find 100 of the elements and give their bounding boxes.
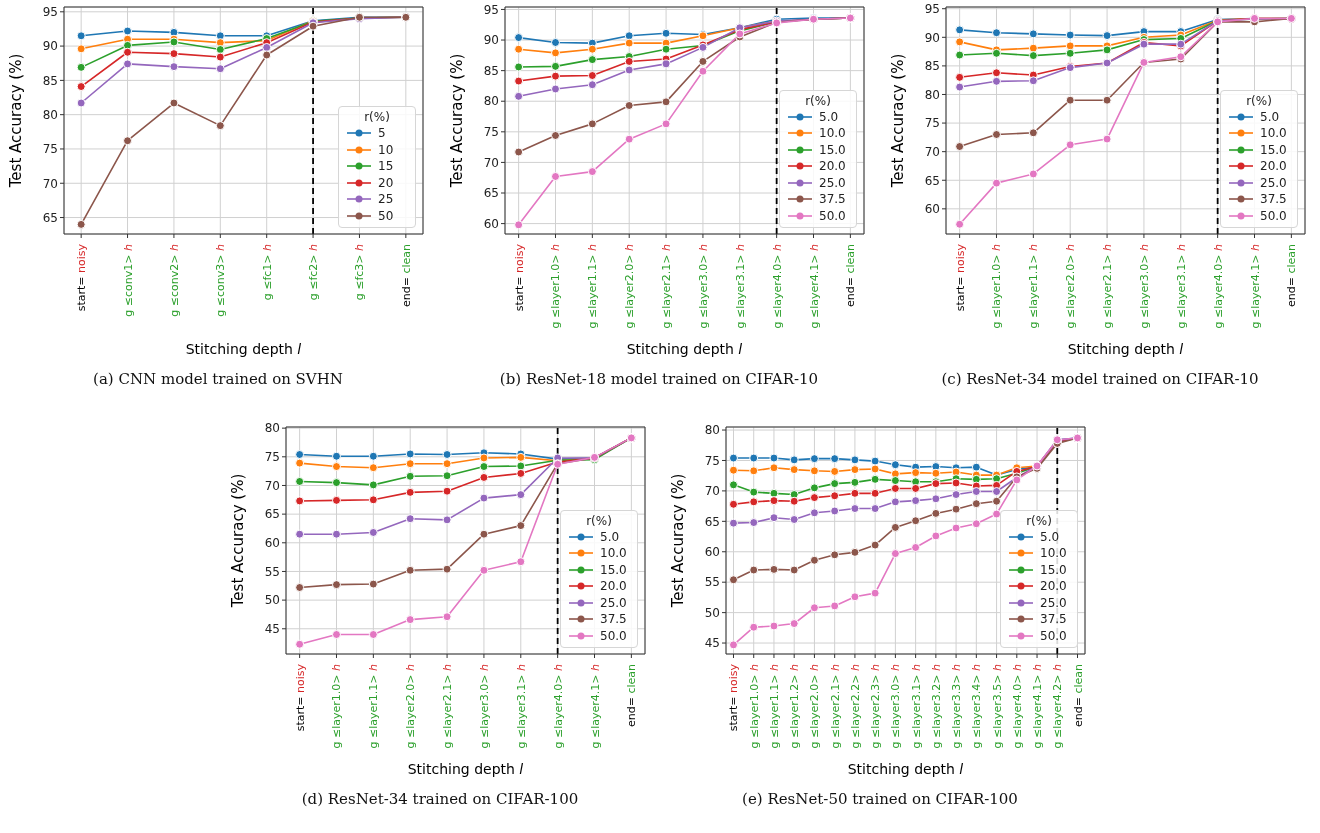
x-tick-label: g ≤fc3> h — [352, 243, 366, 301]
legend-label: 37.5 — [1040, 612, 1068, 627]
x-tick-label: g ≤layer3.5> h — [990, 663, 1004, 749]
y-tick-label: 85 — [924, 59, 940, 74]
x-tick-label: g ≤layer1.0> h — [990, 243, 1003, 329]
y-tick-label: 55 — [264, 564, 280, 579]
legend-label: 20 — [378, 175, 395, 190]
y-tick-label: 65 — [704, 514, 720, 529]
y-tick-label: 80 — [264, 421, 280, 436]
legend-label: 37.5 — [1260, 192, 1288, 207]
legend-label: 5.0 — [600, 529, 621, 544]
y-axis-title: Test Accuracy (%) — [229, 473, 247, 609]
x-tick-label: g ≤conv2> h — [167, 243, 181, 317]
y-axis-title: Test Accuracy (%) — [889, 53, 907, 189]
legend-label: 25.0 — [600, 595, 628, 610]
x-tick-label: g ≤layer3.1> h — [1174, 243, 1188, 329]
x-tick-label: g ≤layer1.0> h — [747, 663, 761, 749]
x-tick-label: g ≤layer3.3> h — [949, 663, 963, 749]
legend-label: 15.0 — [819, 142, 847, 157]
x-tick-label: g ≤layer3.0> h — [1137, 243, 1151, 329]
x-tick-label: g ≤layer1.0> h — [549, 243, 562, 329]
y-axis-title: Test Accuracy (%) — [448, 53, 466, 189]
legend-title: r(%) — [363, 110, 391, 124]
x-tick-label: g ≤layer4.1> h — [1248, 243, 1261, 329]
x-tick-label: g ≤layer4.1> h — [1030, 663, 1044, 749]
legend-label: 25 — [378, 192, 395, 207]
legend-label: 20.0 — [600, 579, 628, 594]
x-tick-label: end= clean — [1284, 243, 1298, 308]
y-tick-label: 65 — [483, 186, 499, 201]
text: (d) ResNet-34 trained on CIFAR-100 — [300, 790, 580, 808]
text: (a) CNN model trained on SVHN — [92, 370, 344, 388]
text: (b) ResNet-18 model trained on CIFAR-10 — [498, 370, 820, 388]
y-tick-label: 75 — [704, 453, 720, 468]
x-tick-label: g ≤layer2.0> h — [622, 243, 636, 329]
y-axis-title: Test Accuracy (%) — [669, 473, 687, 609]
x-tick-label: start= noisy — [293, 663, 307, 732]
y-tick-label: 95 — [483, 2, 499, 17]
x-tick-label: start= noisy — [74, 243, 88, 312]
y-tick-label: 60 — [924, 202, 940, 217]
legend-label: 10 — [378, 142, 395, 157]
y-tick-label: 70 — [924, 144, 940, 159]
x-tick-label: g ≤conv1> h — [121, 243, 135, 317]
x-axis-title: Stitching depth l — [847, 761, 964, 777]
legend-label: 10.0 — [600, 546, 628, 561]
x-tick-label: g ≤layer2.2> h — [848, 663, 862, 749]
x-tick-label: g ≤layer1.1> h — [366, 663, 380, 749]
y-tick-label: 50 — [704, 605, 720, 620]
text: (e) ResNet-50 trained on CIFAR-100 — [741, 790, 1019, 808]
legend-title: r(%) — [585, 513, 613, 528]
legend-label: 37.5 — [600, 612, 628, 627]
x-tick-label: g ≤layer3.0> h — [477, 663, 491, 749]
x-tick-label: g ≤layer2.3> h — [868, 663, 882, 749]
x-tick-label: g ≤layer2.1> h — [659, 243, 673, 329]
x-tick-label: start= noisy — [726, 663, 740, 732]
x-tick-label: g ≤layer2.1> h — [828, 663, 842, 749]
y-tick-label: 45 — [704, 636, 720, 651]
y-tick-label: 75 — [483, 125, 499, 140]
legend-label: 10.0 — [1040, 546, 1068, 561]
y-tick-label: 70 — [264, 478, 280, 493]
x-axis-title: Stitching depth l — [185, 341, 302, 357]
y-tick-label: 55 — [704, 575, 720, 590]
legend-title: r(%) — [1245, 93, 1273, 108]
y-tick-label: 70 — [42, 176, 58, 191]
y-tick-label: 95 — [42, 5, 58, 20]
legend-label: 50 — [378, 208, 395, 223]
y-tick-label: 80 — [704, 423, 720, 438]
legend-label: 50.0 — [1260, 208, 1288, 223]
x-tick-label: g ≤layer3.0> h — [696, 243, 710, 329]
y-tick-label: 85 — [42, 73, 58, 88]
x-tick-label: end= clean — [624, 663, 638, 728]
legend-label: 50.0 — [600, 628, 628, 643]
text: (c) ResNet-34 model trained on CIFAR-10 — [940, 370, 1260, 388]
y-tick-label: 60 — [483, 216, 499, 231]
y-tick-label: 80 — [924, 87, 940, 102]
x-tick-label: g ≤fc1> h — [260, 243, 274, 301]
legend-label: 5.0 — [1260, 109, 1281, 124]
y-axis-title: Test Accuracy (%) — [7, 53, 25, 189]
x-tick-label: g ≤layer1.2> h — [787, 663, 801, 749]
legend-label: 15.0 — [600, 562, 628, 577]
x-tick-label: end= clean — [843, 243, 857, 308]
x-tick-label: g ≤layer4.2> h — [1050, 663, 1064, 749]
legend-label: 50.0 — [1040, 628, 1068, 643]
legend-label: 37.5 — [819, 192, 847, 207]
x-tick-label: g ≤layer2.0> h — [1063, 243, 1077, 329]
x-tick-label: g ≤layer2.0> h — [807, 663, 821, 749]
y-tick-label: 65 — [264, 507, 280, 522]
legend-label: 15 — [378, 159, 395, 174]
legend-label: 10.0 — [819, 126, 847, 141]
x-tick-label: g ≤layer4.0> h — [1010, 663, 1024, 749]
legend-label: 20.0 — [1260, 159, 1288, 174]
x-tick-label: g ≤layer4.0> h — [551, 663, 565, 749]
x-tick-label: g ≤layer3.0> h — [888, 663, 902, 749]
y-tick-label: 45 — [264, 622, 280, 637]
x-tick-label: g ≤layer4.1> h — [807, 243, 820, 329]
y-tick-label: 90 — [483, 33, 499, 48]
y-tick-label: 70 — [704, 484, 720, 499]
x-tick-label: g ≤layer2.1> h — [1100, 243, 1114, 329]
y-tick-label: 85 — [483, 63, 499, 78]
legend-label: 5.0 — [1040, 529, 1061, 544]
y-tick-label: 80 — [42, 107, 58, 122]
